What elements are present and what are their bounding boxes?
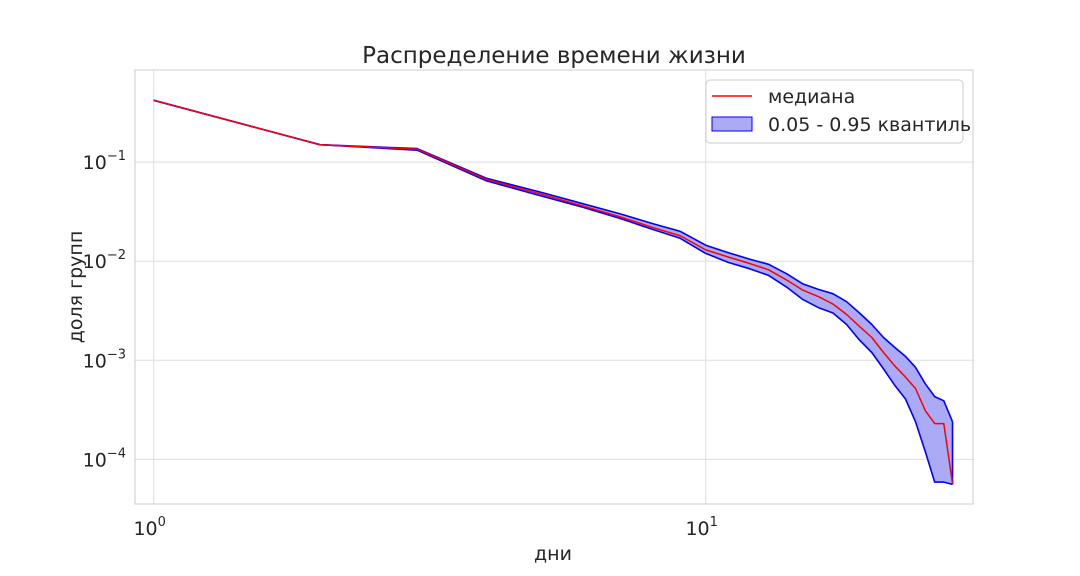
legend-band-swatch: [711, 116, 753, 132]
y-tick-label-1: 10−2: [83, 248, 126, 273]
quantile-band-upper-edge: [153, 99, 954, 423]
y-tick-label-3: 10−4: [83, 446, 126, 471]
x-tick-label-0: 100: [133, 515, 165, 540]
legend-band-label: 0.05 - 0.95 квантиль: [768, 114, 971, 136]
quantile-band-lower-edge: [153, 99, 953, 486]
x-axis-label: дни: [534, 543, 572, 565]
quantile-band: [153, 99, 954, 486]
series-line-0: [153, 99, 954, 484]
legend-median-label: медиана: [768, 86, 855, 108]
plot-frame: [134, 69, 974, 505]
legend-box: [705, 79, 964, 144]
x-axis-ticks: 100 101: [133, 515, 717, 540]
y-tick-label-0: 10−1: [83, 149, 126, 174]
median-series: [153, 99, 954, 484]
chart-title: Распределение времени жизни: [362, 43, 746, 69]
x-tick-label-1: 101: [685, 515, 717, 540]
y-axis-ticks: 10−1 10−2 10−3 10−4: [83, 149, 126, 471]
quantile-band-area: [153, 100, 953, 485]
grid: [135, 70, 973, 504]
y-tick-label-2: 10−3: [83, 347, 126, 372]
y-axis-label: доля групп: [65, 231, 87, 344]
legend: медиана 0.05 - 0.95 квантиль: [705, 79, 971, 144]
